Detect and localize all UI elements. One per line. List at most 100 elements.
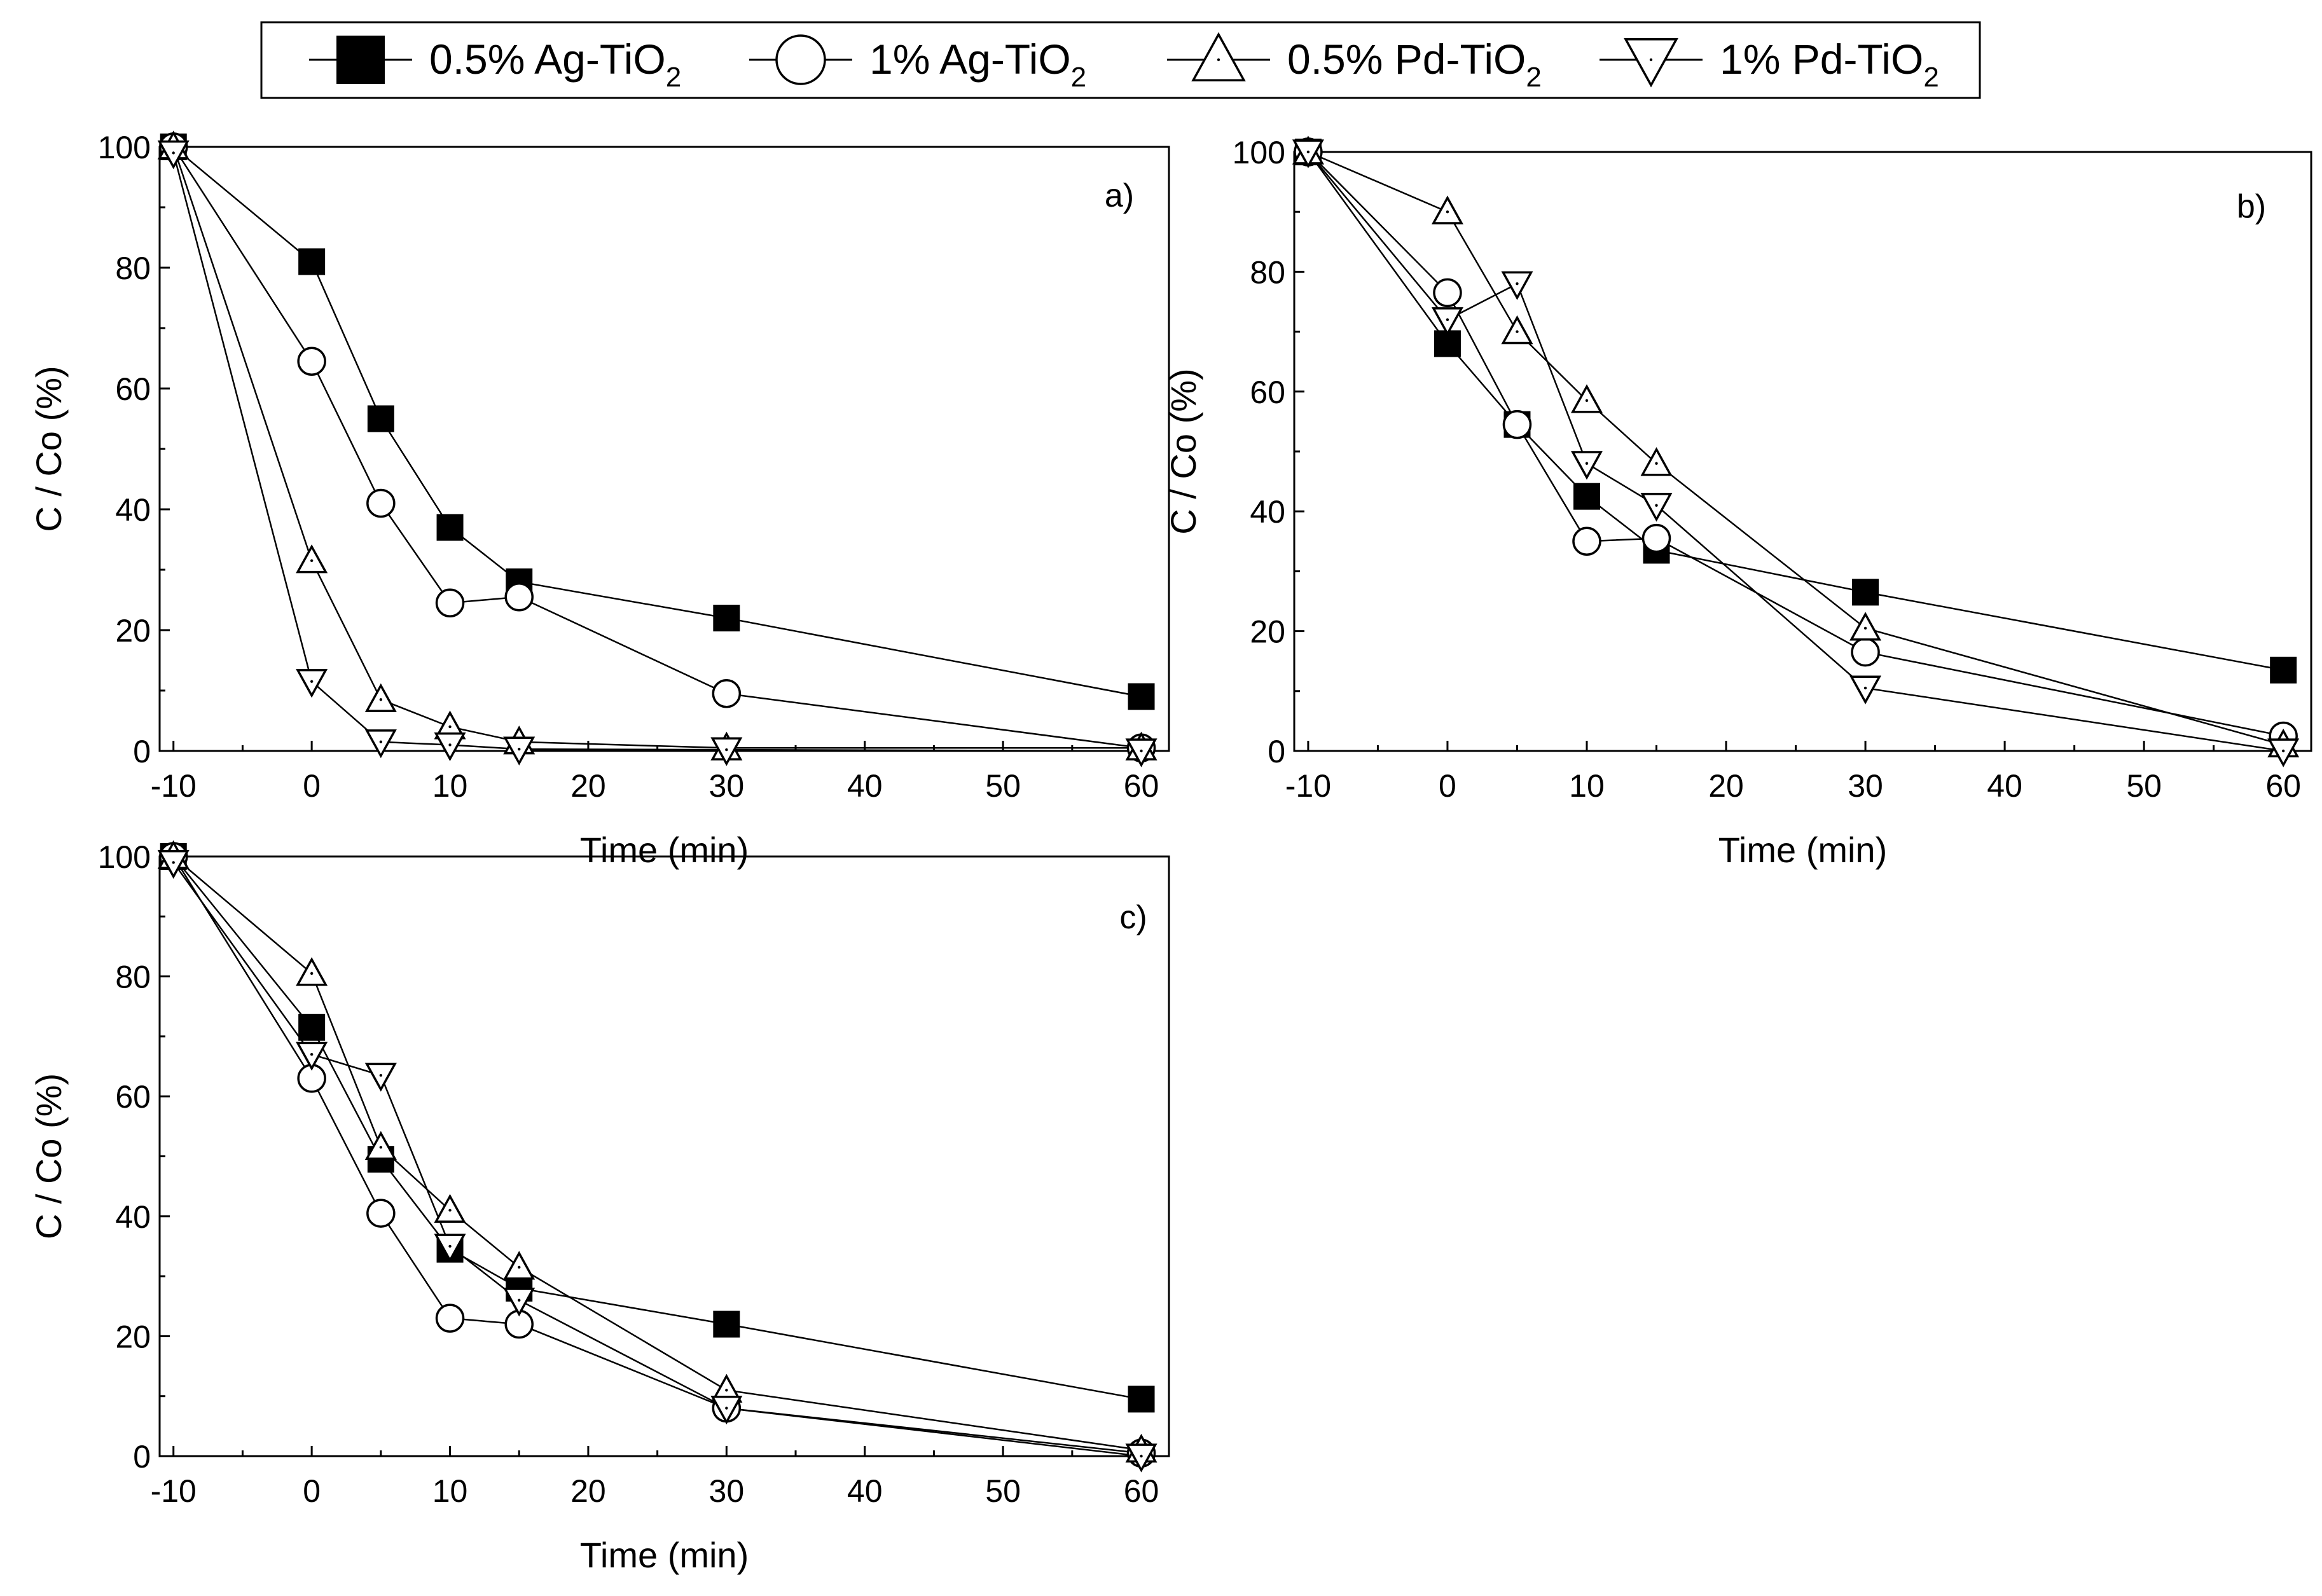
data-point — [2270, 656, 2297, 684]
data-point — [1570, 384, 1603, 413]
data-point — [434, 732, 466, 762]
x-tick-label: 10 — [432, 1473, 468, 1509]
data-point — [713, 605, 740, 631]
series-line — [1307, 151, 2284, 671]
legend-label: 0.5% Ag-TiO2 — [429, 36, 681, 93]
series-2 — [172, 856, 1142, 1454]
data-point — [1292, 139, 1324, 169]
x-tick-label: 30 — [709, 1473, 745, 1509]
y-tick-label: 20 — [115, 613, 151, 649]
y-tick-label: 80 — [1250, 254, 1285, 290]
data-point — [296, 544, 328, 574]
legend-entry: 0.5% Ag-TiO2 — [309, 36, 681, 93]
data-point — [367, 405, 394, 432]
data-point — [297, 347, 326, 376]
data-point — [435, 1304, 465, 1333]
y-axis-label: C / Co (%) — [29, 366, 69, 532]
data-point — [435, 588, 465, 617]
data-point — [1573, 483, 1600, 510]
series-4 — [172, 862, 1142, 1457]
series-line — [172, 856, 1142, 1451]
data-point — [503, 1251, 536, 1280]
data-point — [1501, 271, 1533, 300]
x-tick-label: -10 — [1285, 768, 1331, 804]
y-tick-label: 40 — [115, 492, 151, 528]
series-3 — [1308, 151, 2284, 746]
data-point — [298, 1014, 326, 1041]
series-2-points — [1294, 137, 2298, 751]
legend: 0.5% Ag-TiO2 1% Ag-TiO2 0.5% Pd-TiO2 1% Pd-… — [260, 21, 1981, 99]
series-1 — [1307, 151, 2284, 671]
x-tick-label: 10 — [1569, 768, 1605, 804]
series-3 — [172, 146, 1142, 749]
series-2-points — [158, 132, 1156, 762]
x-tick-label: 40 — [1987, 768, 2022, 804]
series-3-points — [157, 840, 1158, 1463]
series-3-points — [157, 130, 1158, 760]
x-tick-label: 30 — [709, 768, 745, 804]
series-line — [1308, 151, 2284, 746]
plot-frame — [158, 146, 1170, 752]
legend-label-subscript: 2 — [1071, 62, 1086, 93]
x-tick-label: 40 — [847, 768, 883, 804]
panel-tag: a) — [1105, 177, 1134, 214]
data-point — [1433, 278, 1462, 308]
legend-label: 1% Ag-TiO2 — [869, 36, 1086, 93]
data-point — [1641, 523, 1671, 553]
data-point — [366, 1199, 396, 1228]
series-3-points — [1292, 135, 2300, 758]
legend-label: 0.5% Pd-TiO2 — [1287, 36, 1542, 93]
data-point — [157, 140, 190, 170]
y-tick-label: 60 — [1250, 375, 1285, 410]
series-4-points — [1292, 139, 2300, 767]
x-tick-label: 50 — [2126, 768, 2162, 804]
x-axis-label: Time (min) — [1718, 830, 1887, 870]
data-point — [366, 488, 396, 518]
x-tick-label: 10 — [432, 768, 468, 804]
data-point — [157, 850, 190, 879]
series-4-points — [157, 140, 1158, 767]
x-tick-label: 50 — [985, 768, 1021, 804]
series-2 — [1308, 151, 2284, 737]
data-point — [1128, 1386, 1155, 1413]
y-tick-label: 20 — [1250, 614, 1285, 650]
legend-entry: 1% Pd-TiO2 — [1600, 36, 1939, 93]
data-point — [434, 1234, 466, 1263]
y-axis-label: C / Co (%) — [1163, 368, 1203, 534]
data-point — [1125, 1443, 1158, 1473]
series-1-points — [160, 843, 1155, 1413]
data-point — [1431, 307, 1463, 336]
legend-marker-open-triangle-up — [1191, 32, 1246, 82]
legend-entry: 1% Ag-TiO2 — [749, 34, 1086, 93]
plot-frame — [1293, 151, 2312, 752]
data-point — [1852, 579, 1879, 606]
data-point — [296, 1042, 328, 1071]
legend-marker-open-triangle-down — [1624, 38, 1678, 88]
data-point — [1640, 493, 1673, 522]
y-axis-label: C / Co (%) — [29, 1073, 69, 1239]
legend-label-main: 1% Pd-TiO — [1720, 36, 1923, 83]
data-point — [712, 679, 742, 708]
legend-label-subscript: 2 — [666, 62, 681, 93]
x-tick-label: -10 — [151, 1473, 197, 1509]
data-point — [710, 737, 743, 766]
y-tick-label: 0 — [133, 734, 151, 769]
x-tick-label: 20 — [570, 768, 606, 804]
y-tick-label: 60 — [115, 371, 151, 407]
x-axis-label: Time (min) — [580, 830, 749, 870]
data-point — [710, 1395, 743, 1425]
data-point — [1431, 195, 1463, 224]
series-line — [172, 146, 1142, 749]
x-tick-label: 60 — [1124, 1473, 1159, 1509]
data-point — [436, 514, 464, 541]
y-tick-label: 20 — [115, 1319, 151, 1354]
x-tick-label: 0 — [1439, 768, 1456, 804]
plot-frame — [158, 855, 1170, 1457]
y-tick-label: 60 — [115, 1079, 151, 1115]
legend-label-main: 1% Ag-TiO — [869, 36, 1071, 83]
data-point — [364, 729, 397, 759]
